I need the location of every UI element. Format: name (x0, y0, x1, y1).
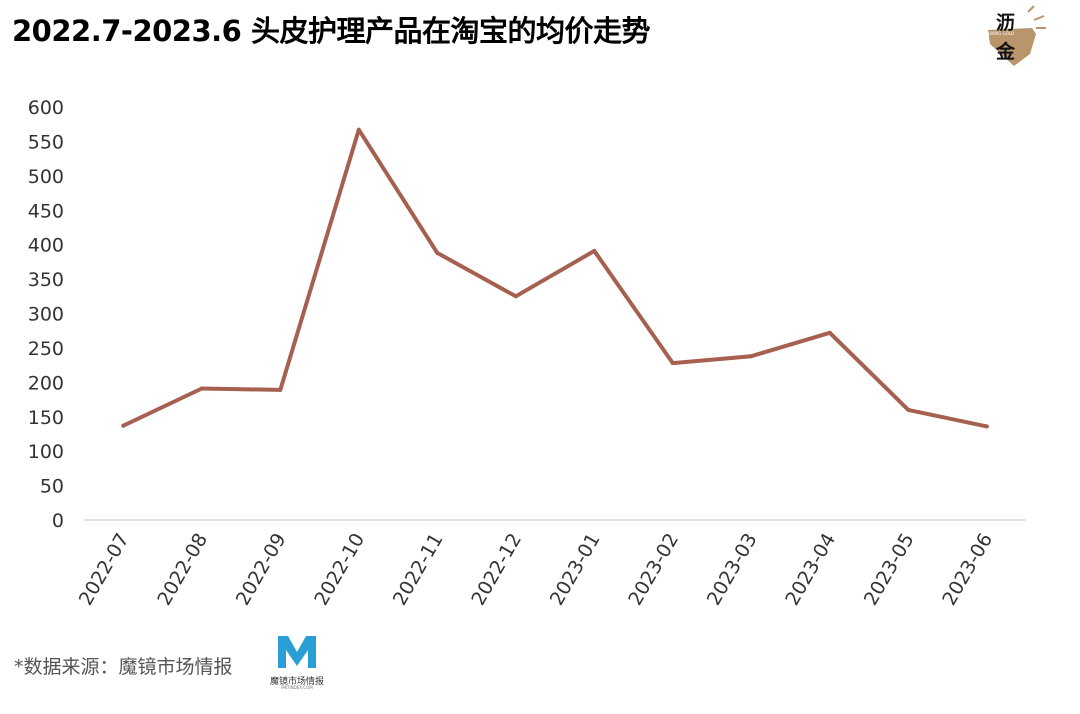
data-point (592, 248, 597, 253)
data-point (121, 423, 126, 428)
chart-title: 2022.7-2023.6 头皮护理产品在淘宝的均价走势 (12, 14, 650, 48)
y-tick-label: 250 (28, 338, 64, 360)
m-logo-icon (278, 636, 316, 668)
x-tick-label: 2023-05 (860, 530, 919, 610)
y-tick-label: 350 (28, 269, 64, 291)
y-tick-label: 0 (52, 510, 64, 532)
x-tick-label: 2023-04 (781, 530, 840, 610)
x-tick-label: 2023-03 (703, 530, 762, 610)
data-point (199, 386, 204, 391)
y-tick-label: 550 (28, 131, 64, 153)
data-point (356, 127, 361, 132)
mktindex-logo: 魔镜市场情报 MKTINDEX.COM (266, 630, 328, 690)
logo-char-2: 金 (996, 41, 1016, 63)
x-tick-label: 2023-02 (624, 530, 683, 610)
y-tick-label: 600 (28, 97, 64, 119)
liking-gold-logo: 沥 LIKING GOLD 金 (984, 4, 1056, 68)
y-tick-label: 300 (28, 304, 64, 326)
x-tick-label: 2022-11 (389, 530, 448, 610)
data-point (827, 330, 832, 335)
data-point (435, 250, 440, 255)
y-tick-label: 100 (28, 441, 64, 463)
gold-nugget-icon (988, 5, 1046, 66)
y-tick-label: 50 (40, 476, 64, 498)
data-point (513, 294, 518, 299)
x-tick-label: 2022-10 (310, 530, 369, 610)
x-tick-label: 2022-07 (75, 530, 134, 610)
data-point (984, 424, 989, 429)
y-tick-label: 150 (28, 407, 64, 429)
y-tick-label: 400 (28, 235, 64, 257)
x-tick-label: 2022-08 (153, 530, 212, 610)
x-tick-label: 2023-01 (546, 530, 605, 610)
y-tick-label: 500 (28, 166, 64, 188)
x-tick-label: 2023-06 (938, 530, 997, 610)
logo-bottom-text: 魔镜市场情报 (269, 677, 324, 687)
x-tick-label: 2022-12 (467, 530, 526, 610)
logo-char-1: 沥 (996, 12, 1016, 34)
x-tick-label: 2022-09 (232, 530, 291, 610)
logo-bottom-subtext: MKTINDEX.COM (281, 685, 313, 690)
series-line (121, 127, 989, 429)
logo-band-text: LIKING GOLD (988, 31, 1015, 36)
y-tick-label: 200 (28, 372, 64, 394)
data-point (906, 407, 911, 412)
y-tick-label: 450 (28, 200, 64, 222)
data-point (670, 361, 675, 366)
data-point (278, 387, 283, 392)
data-point (749, 354, 754, 359)
source-note: *数据来源：魔镜市场情报 (14, 656, 233, 678)
